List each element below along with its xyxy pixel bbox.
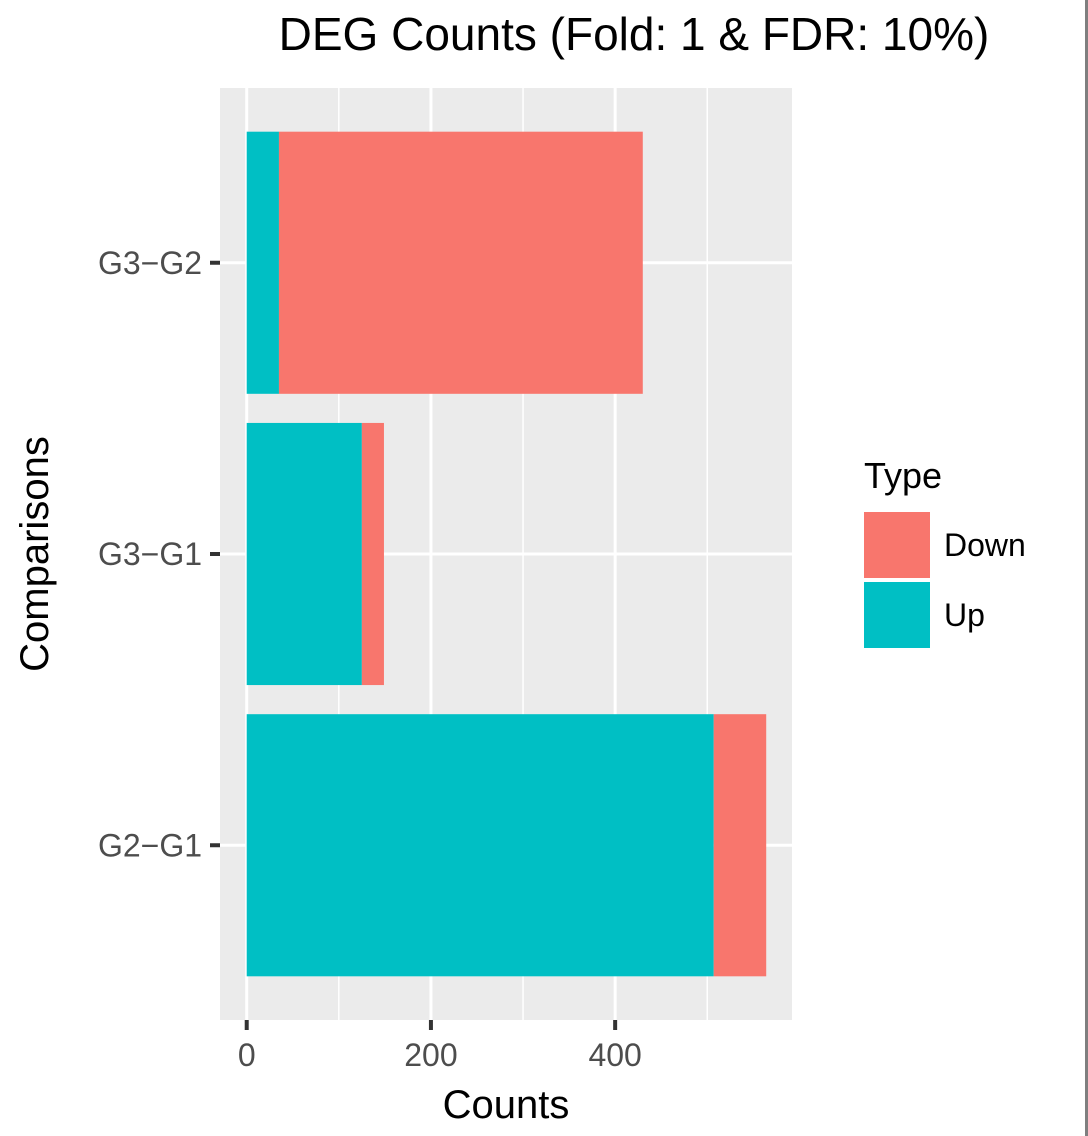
bar-down-0 [278, 131, 643, 394]
x-tick-label-0: 0 [238, 1037, 256, 1073]
legend-label-up: Up [944, 597, 985, 633]
bars [246, 131, 767, 977]
bar-down-1 [361, 422, 384, 686]
x-axis-title: Counts [443, 1083, 570, 1127]
legend: Type Down Up [864, 455, 1026, 648]
y-tick-label-2: G2−G1 [98, 827, 202, 863]
y-axis-title: Comparisons [13, 436, 57, 672]
legend-key-up [864, 582, 930, 648]
legend-label-down: Down [944, 527, 1026, 563]
bar-up-0 [246, 131, 279, 394]
bar-up-1 [246, 422, 362, 686]
legend-key-down [864, 512, 930, 578]
y-axis: G3−G2 G3−G1 G2−G1 [98, 245, 220, 863]
bar-up-2 [246, 714, 714, 977]
chart-title: DEG Counts (Fold: 1 & FDR: 10%) [279, 8, 990, 60]
legend-title: Type [864, 455, 942, 496]
y-tick-label-0: G3−G2 [98, 245, 202, 281]
x-tick-label-1: 200 [404, 1037, 457, 1073]
x-tick-label-2: 400 [588, 1037, 641, 1073]
right-border [1085, 0, 1088, 1136]
y-tick-label-1: G3−G1 [98, 536, 202, 572]
bar-down-2 [713, 714, 767, 977]
x-axis: 0 200 400 [238, 1020, 642, 1073]
